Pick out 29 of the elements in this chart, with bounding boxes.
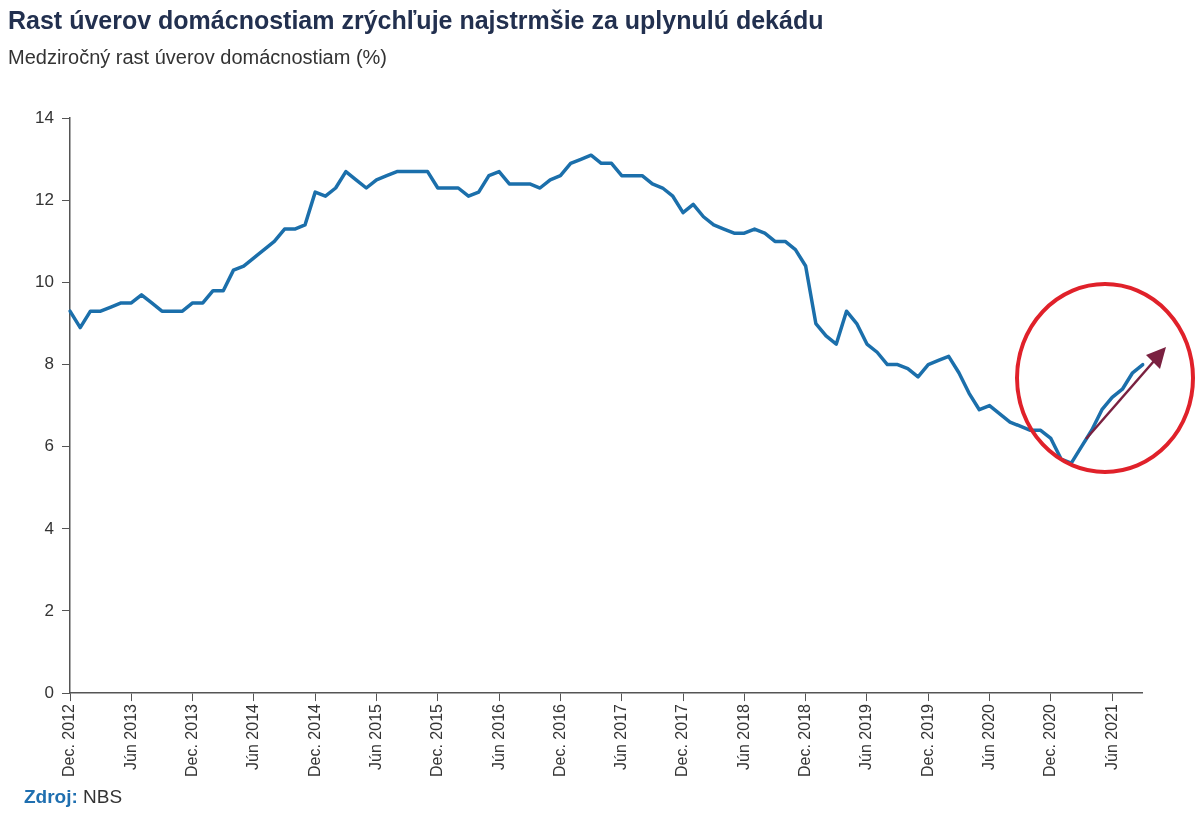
x-tick-label: Dec. 2016 (550, 703, 568, 777)
x-tick-label: Dec. 2018 (796, 703, 814, 777)
y-tick-label: 4 (44, 518, 54, 538)
x-tick-label: Jún 2018 (734, 703, 752, 770)
y-tick-label: 8 (44, 354, 54, 374)
chart-title: Rast úverov domácnostiam zrýchľuje najstrmšie za uplynulú dekádu (8, 6, 824, 35)
x-tick-label: Dec. 2020 (1041, 703, 1059, 777)
x-tick-label: Jún 2013 (121, 703, 139, 770)
y-tick-label: 6 (44, 436, 54, 456)
text: Zdroj: NBS (24, 786, 123, 808)
x-tick-label: Dec. 2017 (673, 703, 691, 777)
x-tick-label: Dec. 2014 (305, 703, 323, 777)
x-tick-label: Jún 2021 (1102, 703, 1120, 770)
x-tick-label: Dec. 2012 (60, 703, 78, 777)
x-tick-label: Jún 2020 (979, 703, 997, 770)
y-tick-label: 2 (44, 600, 54, 620)
x-tick-label: Jún 2015 (366, 703, 384, 770)
x-tick-label: Jún 2019 (857, 703, 875, 770)
x-tick-label: Dec. 2015 (428, 703, 446, 777)
chart-subtitle: Medziročný rast úverov domácnostiam (%) (8, 46, 388, 69)
x-tick-label: Jún 2017 (612, 703, 630, 770)
y-tick-label: 12 (35, 190, 54, 210)
x-tick-label: Dec. 2019 (918, 703, 936, 777)
x-tick-label: Jún 2016 (489, 703, 507, 770)
x-tick-label: Jún 2014 (244, 703, 262, 770)
y-tick-label: 14 (35, 107, 54, 127)
x-tick-label: Dec. 2013 (183, 703, 201, 777)
y-tick-label: 10 (35, 272, 54, 292)
y-tick-label: 0 (44, 682, 54, 702)
